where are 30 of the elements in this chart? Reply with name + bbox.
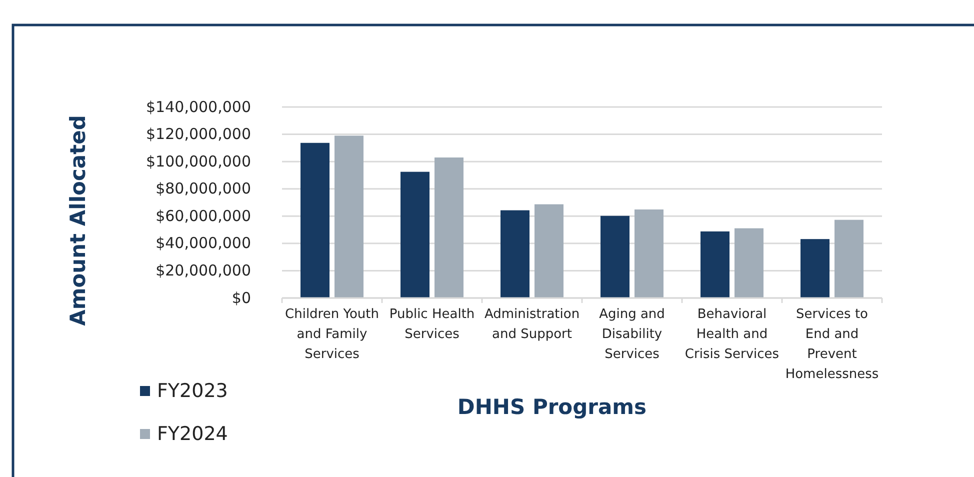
bar [800, 239, 830, 298]
x-tick-label: Services to End and Prevent Homelessness [785, 307, 879, 382]
legend-label: FY2023 [157, 380, 228, 402]
x-tick-label: Public Health Services [389, 307, 475, 342]
bar [834, 220, 864, 298]
y-tick-label: $20,000,000 [156, 262, 251, 280]
legend-label: FY2024 [157, 423, 228, 445]
y-tick-label: $140,000,000 [146, 98, 251, 116]
x-tick-label: Administration and Support [484, 307, 580, 342]
y-axis-title: Amount Allocated [66, 115, 90, 326]
bar [434, 157, 464, 298]
x-tick-label: Children Youth and Family Services [285, 307, 379, 362]
y-tick-label: $80,000,000 [156, 180, 251, 198]
x-axis-title: DHHS Programs [457, 395, 647, 419]
bar [634, 209, 664, 298]
bar [534, 204, 564, 298]
y-tick-label: $120,000,000 [146, 125, 251, 144]
y-tick-label: $0 [232, 288, 251, 307]
bar [334, 136, 364, 298]
x-tick-label: Behavioral Health and Crisis Services [684, 307, 780, 362]
y-tick-label: $40,000,000 [156, 234, 251, 252]
x-tick-label: Aging and Disability Services [599, 307, 665, 362]
y-tick-label: $100,000,000 [146, 152, 251, 170]
y-tick-label: $60,000,000 [156, 206, 251, 225]
bar [700, 231, 730, 298]
bar [600, 216, 630, 298]
bar [300, 142, 330, 298]
bar [400, 172, 430, 298]
bar [500, 210, 530, 298]
bar [734, 228, 764, 298]
